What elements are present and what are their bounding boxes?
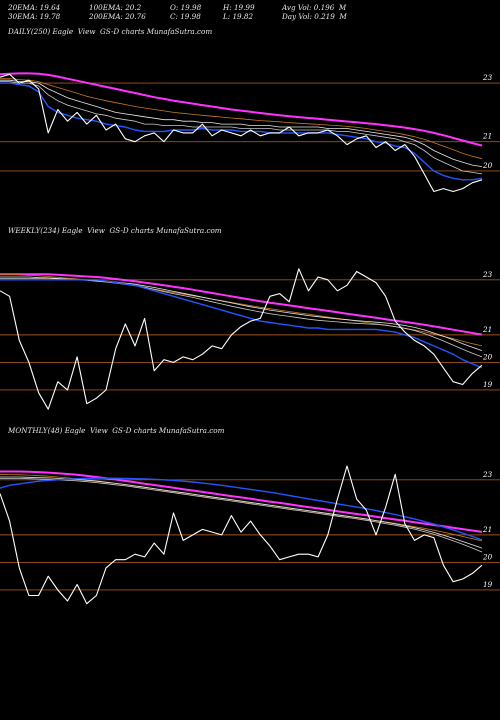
weekly-series-line-0 [0, 268, 483, 410]
header-stat-row1-0: 20EMA: 19.64 [8, 3, 61, 12]
weekly-y-tick-label: 20 [482, 352, 493, 361]
header-stat-row2-3: L: 19.82 [223, 12, 254, 21]
daily-series-line-3 [0, 79, 483, 167]
daily-series-line-0 [0, 73, 483, 193]
monthly-y-tick-label: 20 [482, 552, 493, 561]
monthly-series-line-5 [0, 470, 483, 533]
weekly-series-line-3 [0, 276, 483, 351]
monthly-series-line-4 [0, 473, 483, 542]
weekly-series-line-1 [0, 279, 483, 369]
monthly-series-line-0 [0, 465, 483, 605]
monthly-y-tick-label: 19 [483, 580, 493, 589]
daily-y-tick-label: 23 [482, 73, 493, 82]
header-stat-row1-2: O: 19.98 [170, 3, 202, 12]
weekly-chart: 23 21 20 19 [0, 268, 500, 410]
weekly-chart-title: WEEKLY(234) Eagle View GS-D charts Munaf… [8, 226, 222, 235]
header-stat-row1-3: H: 19.99 [223, 3, 255, 12]
weekly-series-line-5 [0, 273, 483, 336]
daily-series-line-2 [0, 81, 483, 175]
header-stat-row2-4: Day Vol: 0.219 M [282, 12, 347, 21]
monthly-y-tick-label: 21 [482, 525, 492, 534]
daily-series-line-1 [0, 82, 483, 181]
daily-series-line-4 [0, 78, 483, 160]
monthly-series-line-3 [0, 476, 483, 549]
header-stat-row2-0: 30EMA: 19.78 [8, 12, 61, 21]
daily-y-tick-label: 20 [482, 161, 493, 170]
daily-series-line-5 [0, 72, 483, 147]
weekly-y-tick-label: 19 [483, 380, 493, 389]
weekly-y-tick-label: 23 [482, 270, 493, 279]
monthly-series-line-2 [0, 477, 483, 553]
header-stat-row2-1: 200EMA: 20.76 [89, 12, 146, 21]
monthly-y-tick-label: 23 [482, 470, 493, 479]
daily-chart: 23 21 20 [0, 72, 500, 193]
monthly-series-line-1 [0, 477, 483, 541]
weekly-y-tick-label: 21 [482, 325, 492, 334]
weekly-series-line-2 [0, 277, 483, 358]
daily-y-tick-label: 21 [482, 132, 492, 141]
header-stat-row1-4: Avg Vol: 0.196 M [282, 3, 347, 12]
daily-chart-title: DAILY(250) Eagle View GS-D charts Munafa… [8, 27, 213, 36]
monthly-chart-title: MONTHLY(48) Eagle View GS-D charts Munaf… [8, 426, 225, 435]
header-stat-row2-2: C: 19.98 [170, 12, 201, 21]
header-stat-row1-1: 100EMA: 20.2 [89, 3, 142, 12]
monthly-chart: 23 21 20 19 [0, 465, 500, 605]
